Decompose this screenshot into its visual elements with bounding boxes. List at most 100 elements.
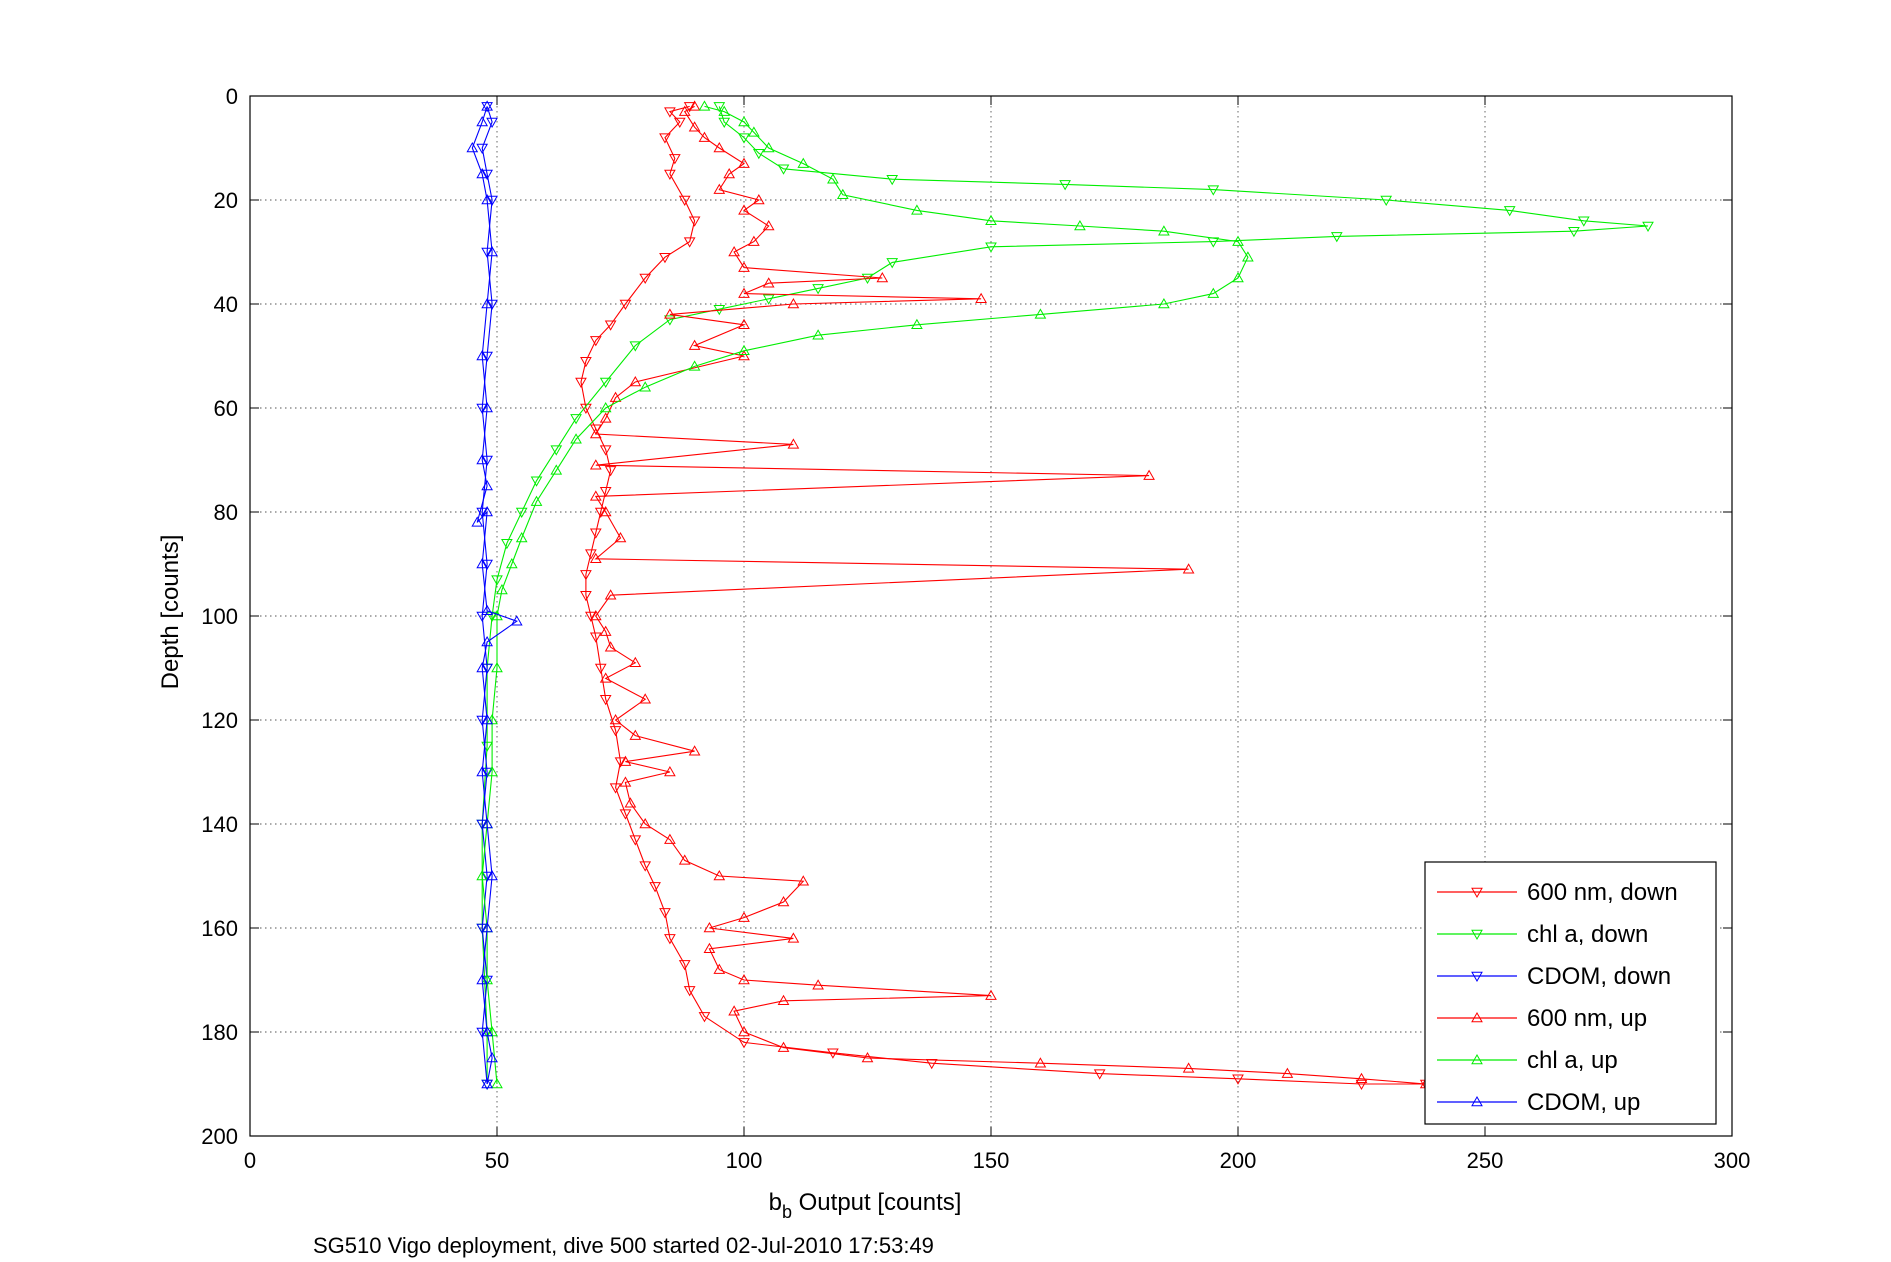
data-point [486,245,498,257]
data-point [678,195,691,207]
data-point [604,320,617,331]
data-point [787,932,800,943]
series-line [580,105,1426,1085]
data-point [599,672,612,683]
data-point [510,615,523,626]
data-point [688,216,701,227]
data-point [491,575,503,586]
data-point [1242,251,1254,262]
data-point [812,329,824,340]
data-point [738,157,750,168]
data-point [738,115,750,127]
data-point [604,466,617,477]
data-point [664,833,676,844]
data-point [599,694,612,706]
data-point [1158,297,1170,309]
data-point [777,994,790,1006]
data-point [476,167,489,179]
data-point [589,427,602,439]
legend-label: chl a, down [1527,921,1648,948]
data-point [584,611,597,623]
data-point [530,495,543,506]
y-tick-label: 160 [201,916,238,941]
data-point [515,507,528,519]
legend-marker [1471,1095,1483,1107]
data-point [481,635,493,647]
data-point [985,242,997,253]
data-point [777,164,790,175]
legend-label: CDOM, down [1527,963,1671,990]
series-5 [466,100,523,1089]
y-tick-label: 120 [201,708,238,733]
legend-label: chl a, up [1527,1047,1618,1074]
data-point [1355,1072,1368,1084]
data-point [481,505,493,517]
data-point [486,117,498,129]
data-point [787,297,800,309]
data-point [476,923,489,935]
data-point [481,1025,493,1037]
legend-entry: CDOM, up [1437,1089,1640,1116]
data-point [713,869,726,881]
data-point [491,661,503,673]
data-point [550,445,563,456]
data-point [777,1041,790,1052]
data-point [481,921,493,933]
data-point [599,412,612,423]
data-point [481,663,493,675]
data-point [797,875,810,886]
data-point [619,755,632,766]
data-point [476,661,489,673]
data-point [476,973,489,985]
data-point [609,713,622,725]
data-point [481,479,493,491]
data-point [698,131,711,142]
data-point [1380,195,1393,207]
x-axis-title-rest: Output [counts] [792,1189,961,1216]
data-point [1207,185,1220,196]
data-point [911,318,923,330]
data-point [481,871,493,883]
y-axis-title: Depth [counts] [157,535,184,690]
data-point [471,516,484,527]
data-point [481,351,493,363]
data-point [496,583,508,595]
legend-marker [1471,887,1483,899]
data-point [738,1038,750,1049]
series-4 [476,100,1254,1089]
data-point [476,1027,489,1039]
data-point [599,486,612,498]
data-point [481,817,493,829]
data-point [659,252,671,264]
data-point [570,433,582,444]
data-point [1059,180,1071,191]
data-point [1034,308,1047,319]
y-tick-label: 20 [214,188,238,213]
legend-marker [1471,1011,1483,1023]
series-layer [466,100,1654,1091]
data-point [530,476,543,487]
data-point [589,609,602,621]
data-point [649,882,661,893]
data-point [515,531,528,543]
data-point [664,308,676,319]
data-point [476,557,489,569]
legend-marker [1471,1053,1483,1065]
data-point [683,986,696,997]
x-tick-label: 300 [1714,1148,1751,1173]
data-point [738,911,750,922]
y-axis-ticks: 0 20 40 60 80 100 120 140 160 180 200 [201,84,1732,1149]
data-point [476,115,489,127]
data-point [639,381,652,392]
data-point [1143,469,1155,480]
data-point [609,726,622,737]
data-point [481,713,493,725]
data-point [639,693,652,704]
legend-entry: 600 nm, up [1437,1005,1647,1032]
data-point [797,157,810,168]
data-point [589,336,602,347]
legend-box [1424,861,1717,1125]
legend-entry: chl a, down [1437,921,1648,948]
data-point [762,141,775,153]
data-point [688,339,701,350]
